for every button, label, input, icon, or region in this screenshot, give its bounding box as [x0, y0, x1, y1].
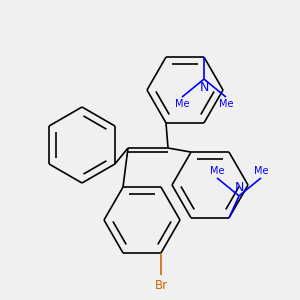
Text: Me: Me	[210, 166, 224, 176]
Text: N: N	[234, 181, 244, 194]
Text: Me: Me	[175, 99, 189, 109]
Text: Br: Br	[154, 279, 168, 292]
Text: Me: Me	[219, 99, 233, 109]
Text: Me: Me	[254, 166, 268, 176]
Text: N: N	[199, 81, 209, 94]
